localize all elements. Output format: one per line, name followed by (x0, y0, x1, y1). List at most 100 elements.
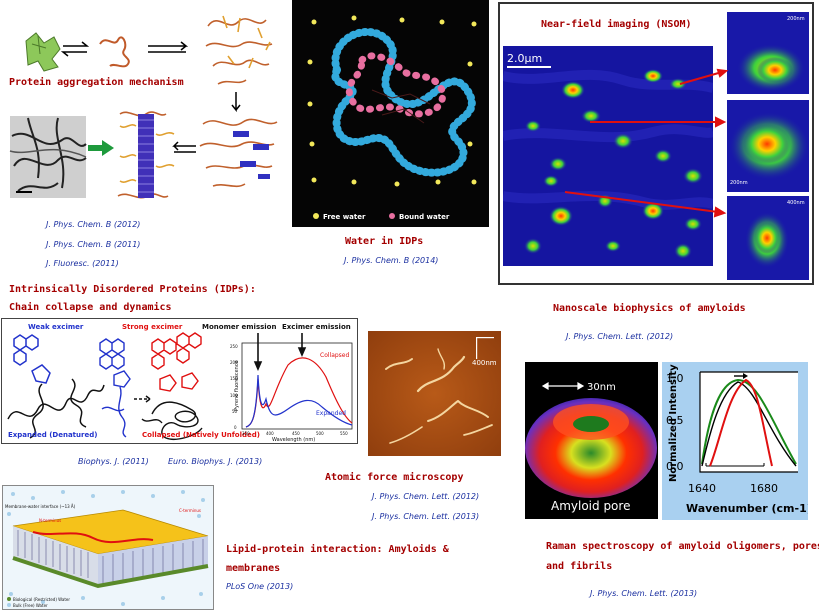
ref-aggregation-2: J. Phys. Chem. B (2011) (46, 240, 141, 249)
nsom-scale-label: 2.0µm (507, 52, 542, 65)
spectrum-ytick-0: 0 (234, 425, 237, 430)
bulk-water-dots (7, 490, 205, 606)
spectrum-ytick-100: 100 (230, 393, 238, 398)
oligomer-cluster-icon (205, 15, 273, 85)
expanded-label: Expanded (Denatured) (8, 431, 97, 439)
ref-aggregation-3: J. Fluoresc. (2011) (46, 259, 119, 268)
excimer-emission-label: Excimer emission (282, 323, 351, 331)
legend-collapsed: Collapsed (320, 352, 349, 359)
weak-excimer-label: Weak excimer (28, 323, 84, 331)
spectrum-xtick-500: 500 (316, 431, 324, 436)
spectrum-ytick-50: 50 (232, 409, 238, 414)
monomer-icon (25, 32, 61, 72)
collapsed-chain-icon (141, 332, 203, 440)
monomer-emission-label: Monomer emission (202, 323, 276, 331)
ref-aggregation-1: J. Phys. Chem. B (2012) (46, 220, 141, 229)
pore-caption: Amyloid pore (551, 499, 630, 513)
n-terminus-label: N-terminus (39, 518, 61, 523)
raman-plot: 0.0 0.5 1.0 1640 1680 Wavenumber (cm-1) … (662, 362, 808, 520)
misfolded-protein-icon (99, 36, 130, 68)
raman-ylabel: Normalized Intensity (668, 364, 679, 482)
zoom-2-scale: 200nm (730, 180, 748, 186)
ref-nanoscale: J. Phys. Chem. Lett. (2012) (566, 332, 674, 341)
fibril-icon (117, 111, 175, 199)
amyloid-pore-image: 30nm Amyloid pore (525, 362, 658, 519)
protein-chain (331, 27, 476, 177)
water-legend: Free water Bound water (313, 213, 450, 221)
membrane-bilayer (12, 509, 209, 589)
afm-image: 400nm (368, 331, 501, 456)
lipid-title-line1: Lipid-protein interaction: Amyloids & (226, 544, 449, 555)
idp-figure: Weak excimer Strong excimer Monomer emis… (1, 318, 358, 444)
equilibrium-arrow-icon (60, 41, 90, 57)
nsom-zoom-1: 200nm (727, 12, 809, 94)
ref-lipid: PLoS One (2013) (226, 582, 294, 591)
raman-title-line2: and fibrils (546, 561, 613, 572)
legend-bound-water: Bound water (399, 213, 450, 221)
expanded-chain-icon (7, 334, 105, 439)
ref-afm-1: J. Phys. Chem. Lett. (2012) (372, 492, 480, 501)
ref-idp-2: Euro. Biophys. J. (2013) (168, 457, 263, 466)
interface-label: Membrane-water interface (~13 Å) (5, 504, 76, 509)
spectrum-ylabel: Pyrene fluorescence (234, 360, 240, 411)
idp-title-line2: Chain collapse and dynamics (9, 302, 172, 313)
collapsed-label: Collapsed (Natively Unfolded) (142, 431, 260, 439)
spectrum-ytick-250: 250 (230, 344, 238, 349)
nsom-zoom-2: 200nm (727, 100, 809, 192)
spectrum-ytick-200: 200 (230, 360, 238, 365)
dashed-arrow-icon (134, 395, 151, 403)
lipid-title-line2: membranes (226, 563, 281, 574)
nsom-title: Near-field imaging (NSOM) (541, 19, 692, 30)
zoom-3-scale: 400nm (787, 200, 805, 206)
afm-scale: 400nm (472, 359, 497, 367)
green-arrow-icon (88, 140, 114, 156)
spectrum-xtick-550: 550 (340, 431, 348, 436)
idp-title-line1: Intrinsically Disordered Proteins (IDPs)… (9, 284, 256, 295)
ref-raman: J. Phys. Chem. Lett. (2013) (590, 589, 698, 598)
legend-expanded: Expanded (316, 410, 346, 417)
strong-excimer-label: Strong excimer (122, 323, 183, 331)
c-terminus-label: C-terminus (179, 508, 201, 513)
raman-ytick-05: 0.5 (666, 414, 684, 427)
raman-ytick-1: 1.0 (666, 372, 684, 385)
raman-xtick-1640: 1640 (688, 482, 716, 495)
water-title: Water in IDPs (345, 236, 424, 247)
raman-ytick-0: 0.0 (666, 460, 684, 473)
raman-xtick-1680: 1680 (750, 482, 778, 495)
ref-idp-1: Biophys. J. (2011) (78, 457, 149, 466)
fluorescence-spectrum: Pyrene fluorescence Wavelength (nm) 350 … (230, 342, 353, 443)
afm-fibrils (385, 348, 493, 444)
ref-water: J. Phys. Chem. B (2014) (344, 256, 439, 265)
nsom-main-image: 2.0µm (503, 46, 713, 266)
left-arrow-icon (172, 141, 196, 153)
raman-title-line1: Raman spectroscopy of amyloid oligomers,… (546, 541, 819, 552)
nsom-zoom-3: 400nm (727, 196, 809, 280)
spectrum-xtick-450: 450 (292, 431, 300, 436)
down-arrow-icon (231, 92, 241, 113)
bio-water-label: Biological (Restricted) Water (13, 597, 70, 602)
arrow-icon (148, 41, 189, 53)
tem-image (9, 116, 87, 198)
zoom-1-scale: 200nm (787, 16, 805, 22)
pore-size-arrow (541, 381, 585, 391)
pore-size-label: 30nm (587, 382, 616, 393)
lipid-bilayer-figure: Membrane-water interface (~13 Å) N-termi… (2, 485, 214, 610)
aggregation-title: Protein aggregation mechanism (9, 77, 184, 88)
ref-afm-2: J. Phys. Chem. Lett. (2013) (372, 512, 480, 521)
pyrene-blue-icon (99, 338, 131, 438)
raman-xlabel: Wavenumber (cm-1) (686, 502, 808, 515)
aggregation-schematic (8, 6, 283, 201)
nsom-spots (524, 69, 703, 259)
raman-curves (701, 378, 797, 467)
legend-free-water: Free water (323, 213, 366, 221)
protofibril-cluster-icon (199, 118, 278, 188)
nanoscale-title: Nanoscale biophysics of amyloids (553, 303, 746, 314)
spectrum-xlabel: Wavelength (nm) (272, 437, 315, 443)
spectrum-xtick-350: 350 (242, 431, 250, 436)
afm-title: Atomic force microscopy (325, 472, 464, 483)
emission-arrows (253, 333, 307, 372)
water-idp-figure: Free water Bound water (292, 0, 489, 227)
spectrum-xtick-400: 400 (266, 431, 274, 436)
spectrum-ytick-150: 150 (230, 376, 238, 381)
